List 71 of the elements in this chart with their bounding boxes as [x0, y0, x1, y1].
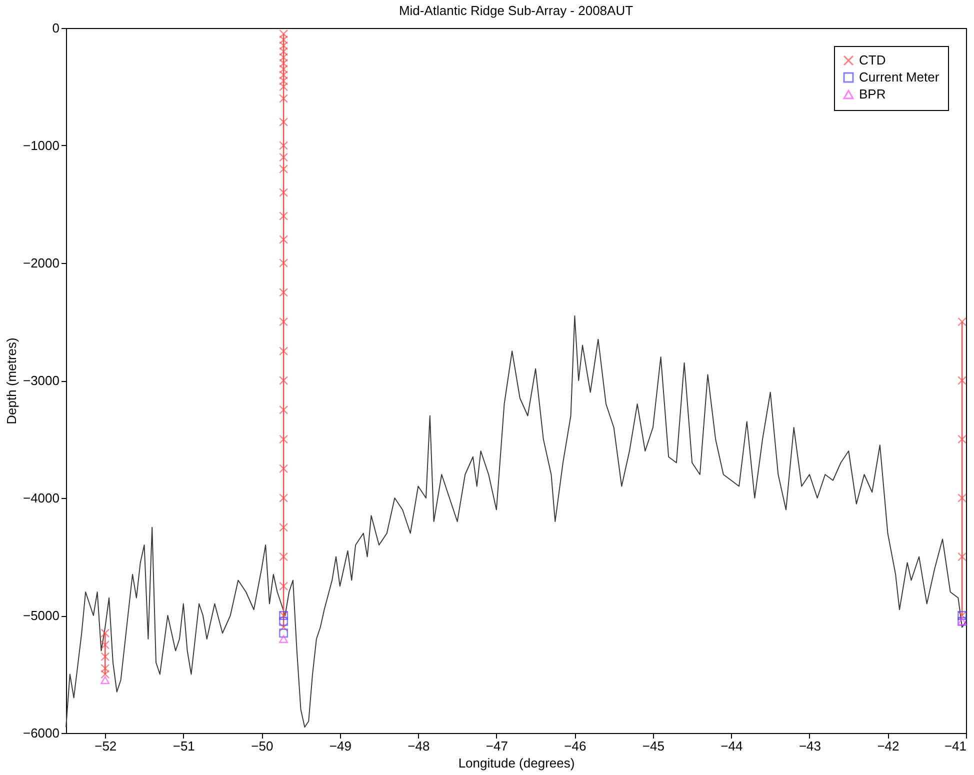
- point: [958, 317, 967, 326]
- point: [279, 70, 288, 80]
- point: [279, 188, 288, 197]
- point: [100, 640, 110, 650]
- point: [100, 670, 110, 679]
- point: [279, 464, 288, 474]
- point: [279, 141, 288, 150]
- point: [279, 258, 288, 268]
- point: [279, 58, 288, 68]
- point: [279, 118, 288, 126]
- point: [100, 652, 110, 662]
- y-tick-label: −6000: [22, 726, 60, 740]
- point: [279, 41, 288, 50]
- legend-label: Current Meter: [859, 70, 940, 84]
- point: [279, 152, 288, 162]
- y-tick-label: 0: [52, 20, 60, 36]
- x-axis-title: Longitude (degrees): [458, 756, 575, 770]
- point: [279, 628, 288, 638]
- point: [279, 552, 288, 562]
- point: [279, 52, 288, 62]
- point: [279, 76, 288, 86]
- legend-label: CTD: [859, 52, 886, 68]
- point: [279, 376, 288, 385]
- point: [279, 288, 288, 297]
- point: [958, 552, 967, 562]
- x-tick-label: −43: [798, 738, 822, 754]
- point: [958, 494, 967, 502]
- point: [279, 405, 288, 414]
- y-axis-title: Depth (metres): [4, 338, 19, 424]
- point: [279, 235, 288, 244]
- x-tick-label: −41: [944, 738, 966, 754]
- point: [279, 212, 288, 220]
- point: [279, 82, 288, 92]
- point: [279, 317, 288, 326]
- chart-title: Mid-Atlantic Ridge Sub-Array - 2008AUT: [398, 3, 634, 18]
- x-tick-label: −45: [642, 738, 664, 754]
- point: [279, 494, 288, 502]
- x-tick-label: −49: [329, 738, 352, 754]
- y-tick-label: −2000: [22, 256, 60, 270]
- point: [279, 35, 288, 44]
- x-tick-label: −51: [172, 738, 195, 754]
- legend-label: BPR: [859, 86, 886, 102]
- point: [279, 29, 288, 38]
- x-tick-label: −46: [564, 738, 586, 754]
- point: [279, 522, 288, 532]
- point: [279, 47, 288, 56]
- point: [100, 628, 110, 638]
- point: [279, 622, 288, 632]
- y-tick-label: −3000: [22, 373, 60, 388]
- y-tick-label: −5000: [22, 608, 60, 623]
- point: [279, 434, 288, 444]
- point: [279, 616, 288, 626]
- point: [279, 94, 288, 103]
- point: [279, 635, 288, 643]
- x-tick-label: −48: [408, 738, 430, 754]
- point: [279, 346, 288, 356]
- y-tick-label: −4000: [22, 490, 60, 506]
- x-tick-label: −42: [877, 738, 900, 754]
- x-tick-label: −47: [486, 738, 508, 754]
- x-tick-label: −50: [251, 738, 274, 754]
- point: [100, 664, 110, 673]
- point: [279, 164, 288, 174]
- x-tick-label: −52: [94, 738, 117, 754]
- point: [279, 582, 288, 591]
- y-tick-label: −1000: [22, 138, 60, 153]
- point: [958, 376, 967, 385]
- point: [100, 676, 110, 684]
- point: [958, 434, 967, 444]
- point: [279, 64, 288, 74]
- line-series: [66, 315, 966, 728]
- x-tick-label: −44: [720, 738, 743, 754]
